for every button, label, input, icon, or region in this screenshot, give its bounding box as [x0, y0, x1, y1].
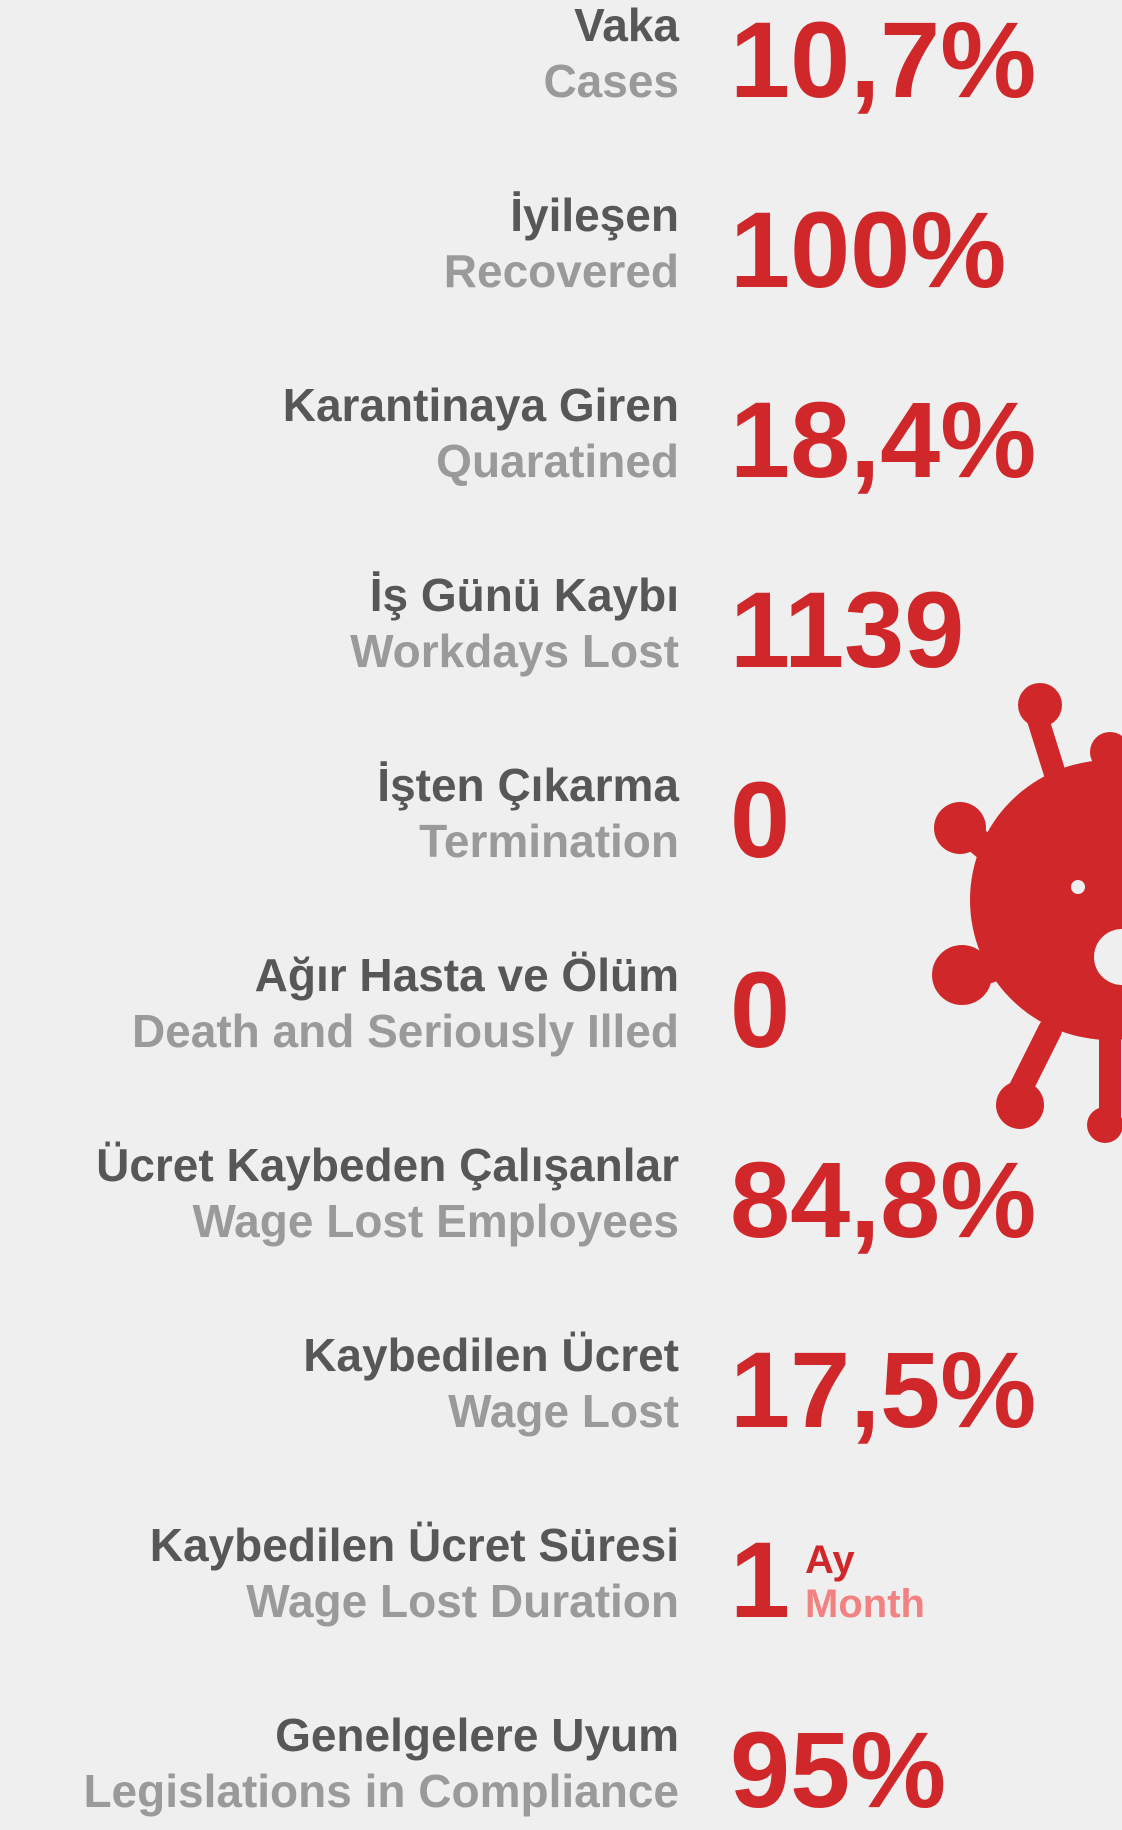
turkish-label: İyileşen: [510, 192, 679, 238]
english-label: Legislations in Compliance: [83, 1768, 679, 1814]
stat-value: 18,4%: [730, 386, 1036, 494]
english-label: Wage Lost: [448, 1388, 679, 1434]
turkish-label: Kaybedilen Ücret Süresi: [150, 1522, 679, 1568]
turkish-label: Genelgelere Uyum: [275, 1712, 679, 1758]
turkish-label: İş Günü Kaybı: [370, 572, 679, 618]
english-label: Termination: [419, 818, 679, 864]
english-label: Recovered: [444, 248, 679, 294]
stat-value: 84,8%: [730, 1146, 1036, 1254]
turkish-label: Karantinaya Giren: [283, 382, 679, 428]
english-label: Wage Lost Employees: [192, 1198, 679, 1244]
english-label: Workdays Lost: [350, 628, 679, 674]
turkish-label: Ücret Kaybeden Çalışanlar: [96, 1142, 679, 1188]
english-label: Cases: [543, 58, 679, 104]
stat-value: 1139: [730, 576, 964, 684]
stat-value: 95%: [730, 1716, 946, 1824]
stat-value: 0: [730, 956, 790, 1064]
stat-value: 100%: [730, 196, 1006, 304]
english-label: Death and Seriously Illed: [132, 1008, 679, 1054]
turkish-label: İşten Çıkarma: [377, 762, 679, 808]
turkish-label: Ağır Hasta ve Ölüm: [255, 952, 679, 998]
stat-value: 10,7%: [730, 6, 1036, 114]
unit-english: Month: [805, 1584, 925, 1624]
stat-value: 1: [730, 1526, 790, 1634]
english-label: Quaratined: [436, 438, 679, 484]
stat-value: 0: [730, 766, 790, 874]
turkish-label: Vaka: [574, 2, 679, 48]
stat-value: 17,5%: [730, 1336, 1036, 1444]
english-label: Wage Lost Duration: [246, 1578, 679, 1624]
page: {"items": [ {"tr": "Vaka", "en": "Cases"…: [0, 0, 1122, 1816]
turkish-label: Kaybedilen Ücret: [303, 1332, 679, 1378]
unit-turkish: Ay: [805, 1540, 855, 1580]
